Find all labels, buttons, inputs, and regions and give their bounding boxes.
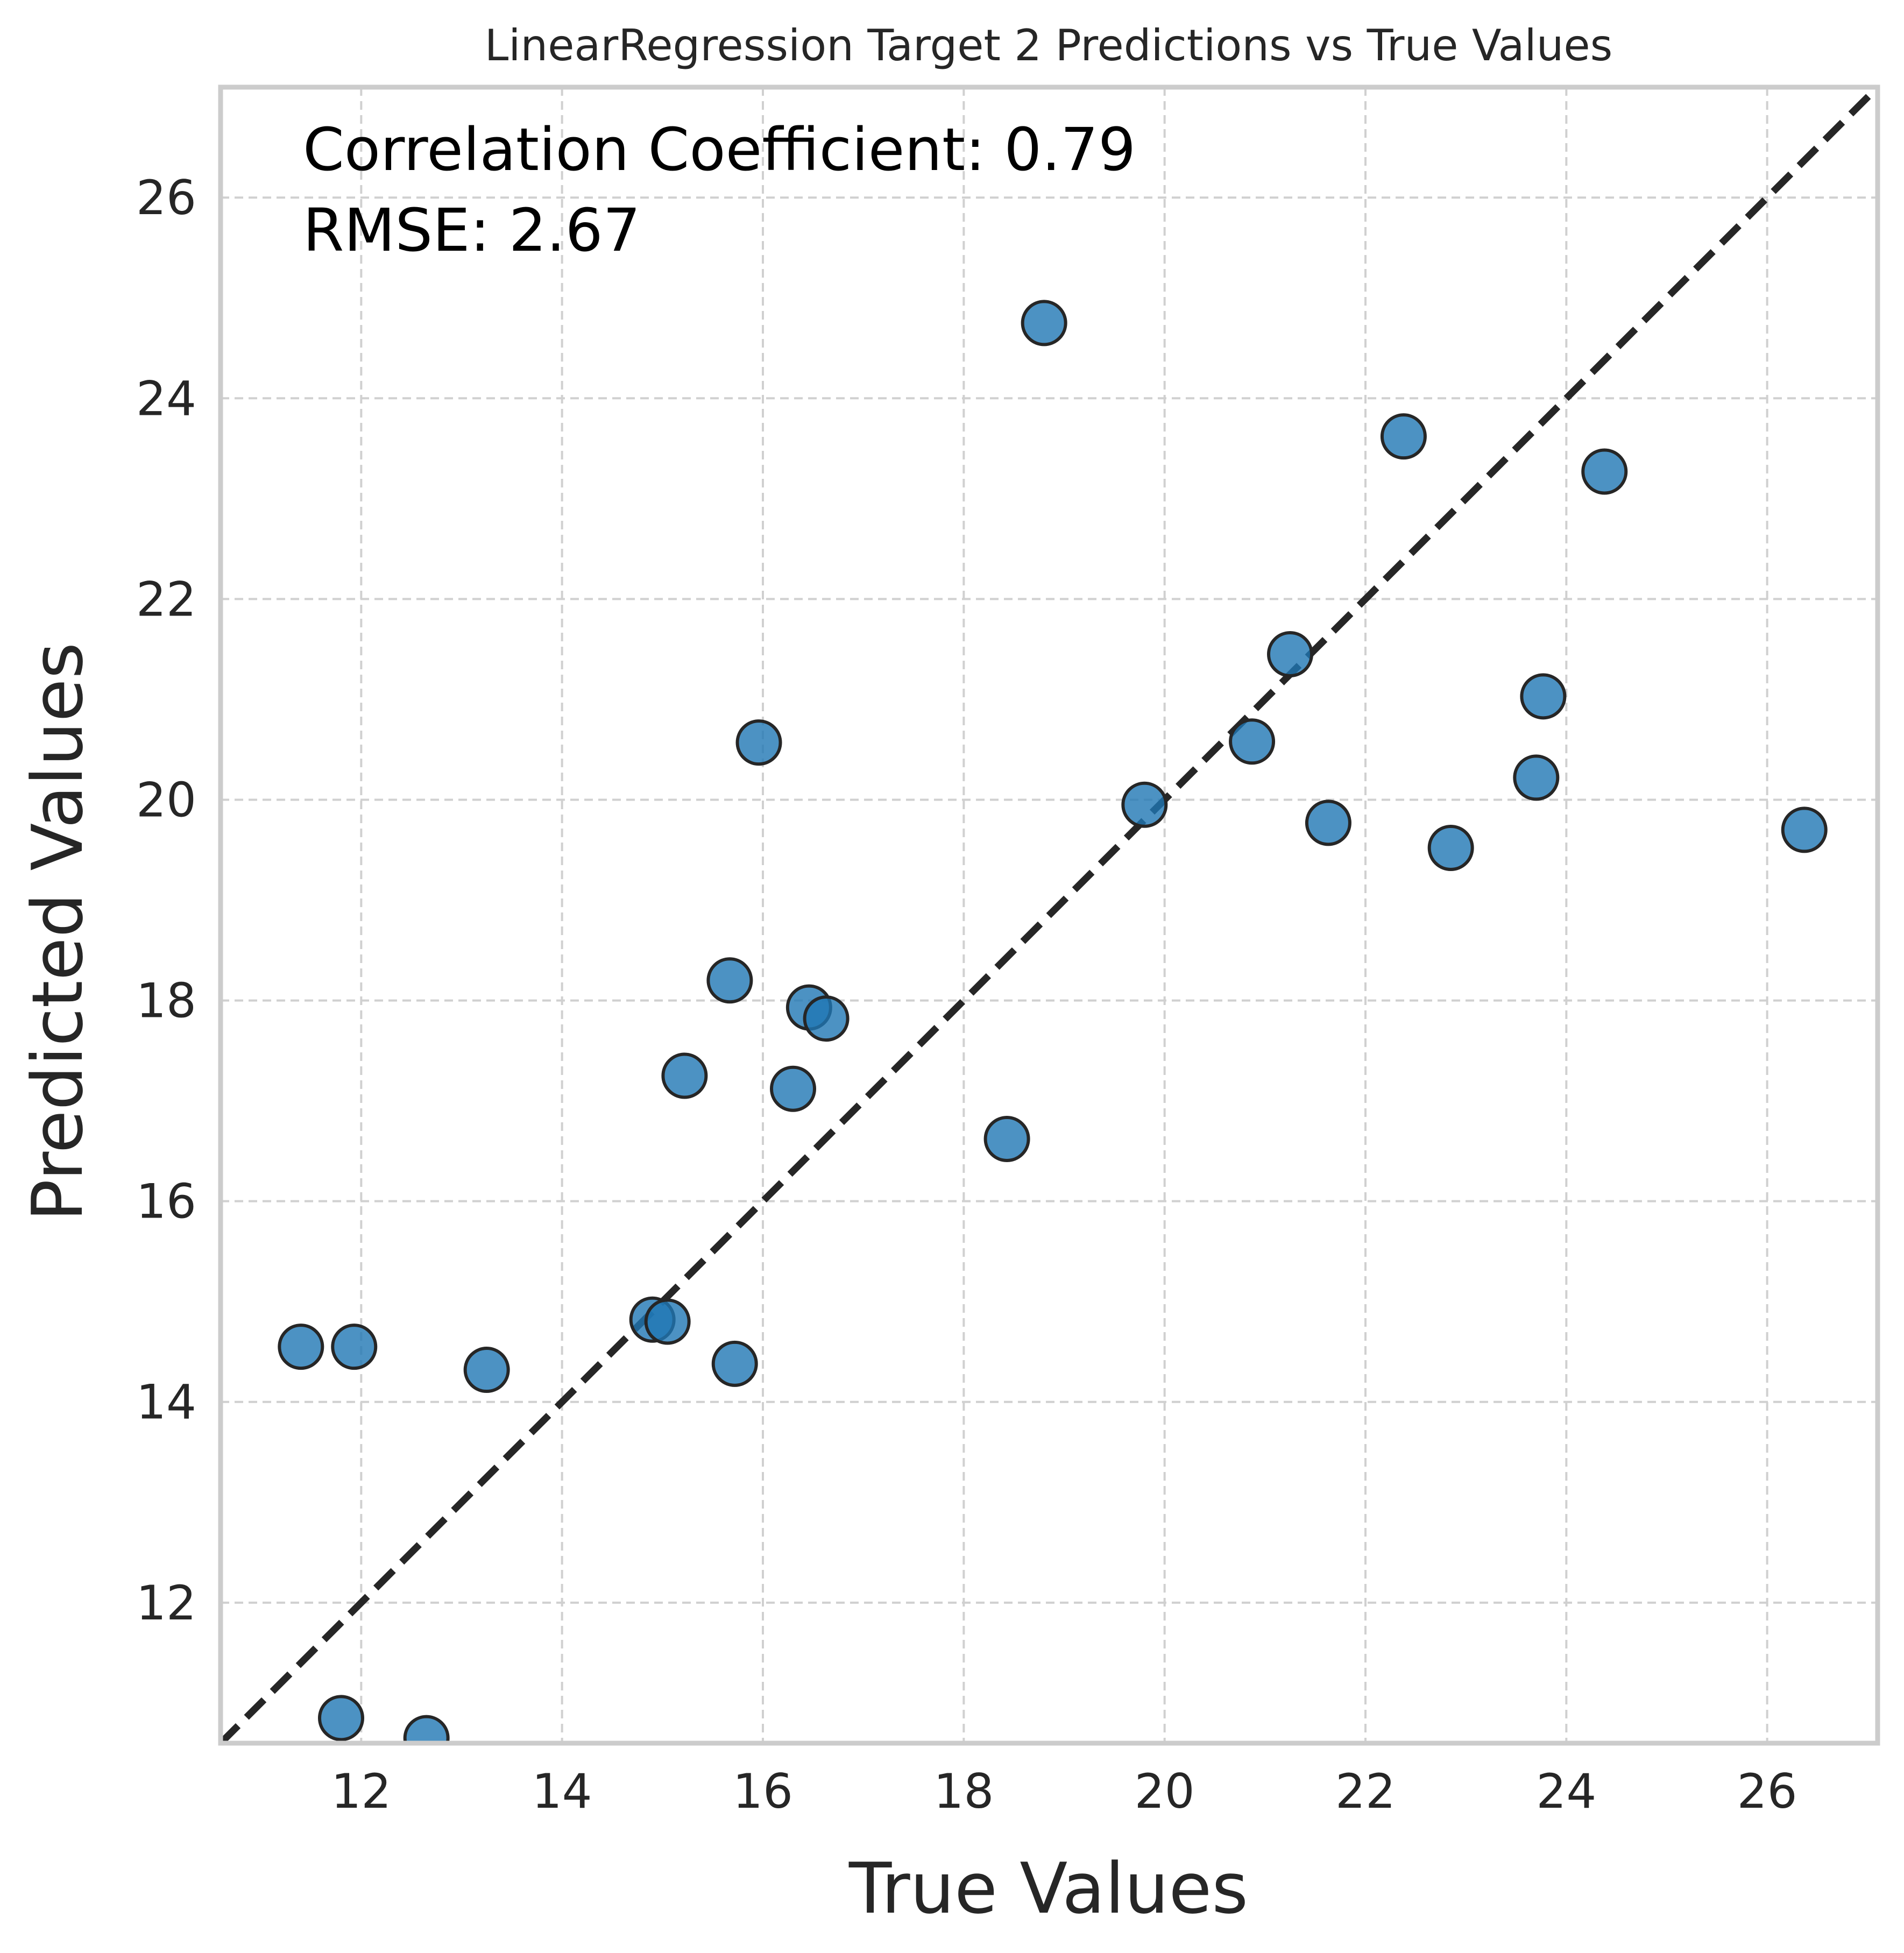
y-tick-label: 26: [136, 170, 196, 225]
data-point: [644, 1298, 691, 1345]
y-tick-label: 12: [136, 1575, 196, 1631]
data-point: [331, 1324, 378, 1370]
data-point: [1520, 673, 1567, 720]
data-point: [770, 1065, 816, 1112]
data-point: [278, 1324, 324, 1370]
y-tick-label: 20: [136, 772, 196, 827]
x-tick-label: 18: [933, 1764, 994, 1819]
data-point: [318, 1695, 364, 1742]
data-point: [661, 1052, 708, 1099]
x-axis-label: True Values: [848, 1848, 1248, 1929]
data-point: [1513, 754, 1560, 801]
data-point: [711, 1340, 758, 1387]
x-tick-label: 12: [331, 1764, 391, 1819]
correlation-annotation: Correlation Coefficient: 0.79: [303, 115, 1136, 184]
data-point: [1781, 806, 1828, 853]
y-tick-label: 16: [136, 1174, 196, 1229]
x-tick-label: 16: [733, 1764, 793, 1819]
data-point: [1305, 799, 1351, 846]
y-tick-label: 18: [136, 973, 196, 1029]
data-point: [1581, 448, 1628, 495]
plot-frame: [218, 84, 1880, 1746]
x-tick-label: 26: [1737, 1764, 1797, 1819]
data-point: [983, 1115, 1030, 1162]
rmse-annotation: RMSE: 2.67: [303, 196, 641, 265]
x-tick-label: 14: [532, 1764, 592, 1819]
y-tick-label: 14: [136, 1375, 196, 1430]
data-point: [1229, 718, 1276, 765]
x-tick-label: 22: [1335, 1764, 1396, 1819]
grid-lines: [221, 87, 1878, 1743]
data-point: [1427, 825, 1474, 872]
data-point: [803, 995, 850, 1042]
data-point: [403, 1715, 450, 1743]
data-point: [463, 1347, 510, 1393]
data-point: [735, 719, 782, 766]
data-point: [1021, 300, 1067, 346]
x-tick-label: 24: [1536, 1764, 1596, 1819]
y-axis-label: Predicted Values: [17, 642, 98, 1221]
data-point: [1380, 413, 1427, 460]
data-point: [1121, 781, 1168, 828]
data-point: [1267, 631, 1313, 677]
y-tick-label: 24: [136, 371, 196, 426]
data-point: [706, 957, 753, 1004]
x-tick-label: 20: [1135, 1764, 1195, 1819]
y-tick-label: 22: [136, 571, 196, 627]
chart-title: LinearRegression Target 2 Predictions vs…: [485, 20, 1613, 70]
data-points: [278, 300, 1828, 1743]
tick-labels: 12 14 16 18 20 22 24 26 12 14 16 18 20 22 24 26: [136, 170, 1797, 1819]
identity-reference-line: [218, 84, 1880, 1746]
